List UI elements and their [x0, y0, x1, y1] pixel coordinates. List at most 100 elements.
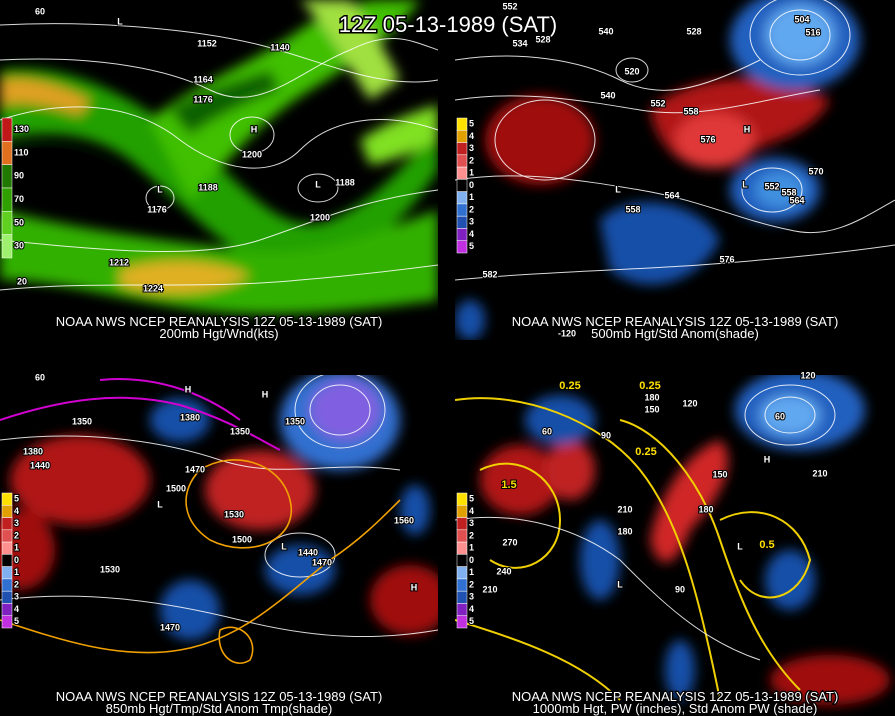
contour-label: 1176 — [193, 94, 213, 104]
contour-label: 564 — [664, 190, 679, 200]
contour-label: 1188 — [335, 177, 355, 187]
contour-label: -120 — [558, 328, 576, 338]
legend-label: 5 — [469, 494, 474, 504]
legend-swatch — [456, 541, 468, 555]
contour-label: 1350 — [72, 416, 92, 426]
legend-swatch — [1, 603, 13, 616]
contour-label: L — [157, 499, 163, 509]
caption: NOAA NWS NCEP REANALYSIS 12Z 05-13-1989 … — [56, 314, 383, 329]
contour-label: 1164 — [193, 74, 213, 84]
legend-swatch — [1, 590, 13, 604]
legend-label: 1 — [14, 543, 19, 553]
legend-swatch — [1, 578, 13, 592]
legend-label: 90 — [14, 171, 24, 181]
subtitle: 850mb Hgt/Tmp/Std Anom Tmp(shade) — [106, 701, 333, 716]
contour-label: 210 — [482, 584, 497, 594]
contour-label: 90 — [601, 430, 611, 440]
legend-swatch — [456, 228, 468, 241]
contour-label: L — [737, 541, 743, 551]
panel-1000mb — [455, 375, 895, 716]
contour-label: 576 — [700, 134, 715, 144]
contour-label: H — [262, 389, 269, 399]
contour-label: 1350 — [230, 426, 250, 436]
contour-label: 120 — [682, 398, 697, 408]
contour-label: 150 — [644, 404, 659, 414]
legend-swatch — [456, 529, 468, 543]
contour-label: 1200 — [310, 212, 330, 222]
contour-label: 1530 — [224, 509, 244, 519]
caption: NOAA NWS NCEP REANALYSIS 12Z 05-13-1989 … — [512, 689, 839, 704]
legend-label: 1 — [14, 567, 19, 577]
contour-label: 270 — [502, 537, 517, 547]
contour-label: 1500 — [232, 534, 252, 544]
contour-label: 210 — [617, 504, 632, 514]
contour-label: 558 — [781, 187, 796, 197]
legend-label: 3 — [14, 592, 19, 602]
legend-swatch — [456, 117, 468, 131]
legend-swatch — [456, 142, 468, 156]
contour-label: L — [117, 16, 123, 26]
contour-label: 1176 — [147, 204, 167, 214]
legend-swatch — [456, 590, 468, 604]
contour-label: 1470 — [185, 464, 205, 474]
legend-label: 70 — [14, 194, 24, 204]
contour-label: 20 — [17, 276, 27, 286]
contour-label: H — [764, 454, 771, 464]
panel-850mb — [0, 375, 438, 716]
legend-swatch — [456, 130, 468, 143]
legend-swatch — [456, 603, 468, 616]
contour-label: 1152 — [197, 38, 217, 48]
contour-label: 1140 — [270, 42, 290, 52]
legend-label: 0 — [469, 180, 474, 190]
legend-label: 5 — [14, 616, 19, 626]
contour-label: 528 — [686, 26, 701, 36]
legend-swatch — [1, 164, 13, 189]
contour-label: L — [742, 179, 748, 189]
legend-label: 30 — [14, 241, 24, 251]
contour-label: 90 — [675, 584, 685, 594]
legend-swatch — [1, 505, 13, 518]
contour-label: L — [157, 184, 163, 194]
contour-label: 60 — [775, 411, 785, 421]
contour-label: 180 — [617, 526, 632, 536]
legend-swatch — [1, 541, 13, 555]
contour-label: 0.5 — [759, 539, 774, 551]
legend-swatch — [1, 234, 13, 259]
legend-swatch — [1, 554, 13, 567]
legend-swatch — [456, 179, 468, 192]
legend-label: 2 — [469, 530, 474, 540]
contour-label: 180 — [698, 504, 713, 514]
contour-label: 576 — [719, 254, 734, 264]
legend-label: 5 — [469, 616, 474, 626]
legend-swatch — [456, 191, 468, 205]
panel-200mb — [0, 0, 438, 340]
legend-label: 4 — [14, 604, 19, 614]
legend-label: 5 — [469, 119, 474, 129]
contour-label: 1224 — [143, 283, 163, 293]
legend-label: 4 — [469, 604, 474, 614]
contour-label: 1470 — [312, 557, 332, 567]
legend-label: 3 — [14, 518, 19, 528]
legend-label: 0 — [469, 555, 474, 565]
legend-swatch — [456, 505, 468, 518]
legend-swatch — [1, 615, 13, 629]
contour-label: 60 — [542, 426, 552, 436]
legend-swatch — [1, 529, 13, 543]
contour-label: L — [315, 179, 321, 189]
contour-label: 1470 — [160, 622, 180, 632]
contour-label: H — [411, 582, 418, 592]
contour-label: 60 — [35, 372, 45, 382]
legend-label: 3 — [469, 143, 474, 153]
legend-swatch — [1, 141, 13, 165]
contour-label: 552 — [650, 98, 665, 108]
contour-label: 534 — [512, 38, 527, 48]
legend-swatch — [1, 117, 13, 142]
contour-label: H — [251, 124, 258, 134]
contour-label: 516 — [805, 27, 820, 37]
contour-label: 0.25 — [639, 380, 660, 392]
legend-swatch — [1, 492, 13, 506]
legend-label: 130 — [14, 124, 29, 134]
labels: 12Z 05-13-1989 (SAT) NOAA NWS NCEP REANAL… — [1, 0, 840, 716]
legend-label: 1 — [469, 567, 474, 577]
